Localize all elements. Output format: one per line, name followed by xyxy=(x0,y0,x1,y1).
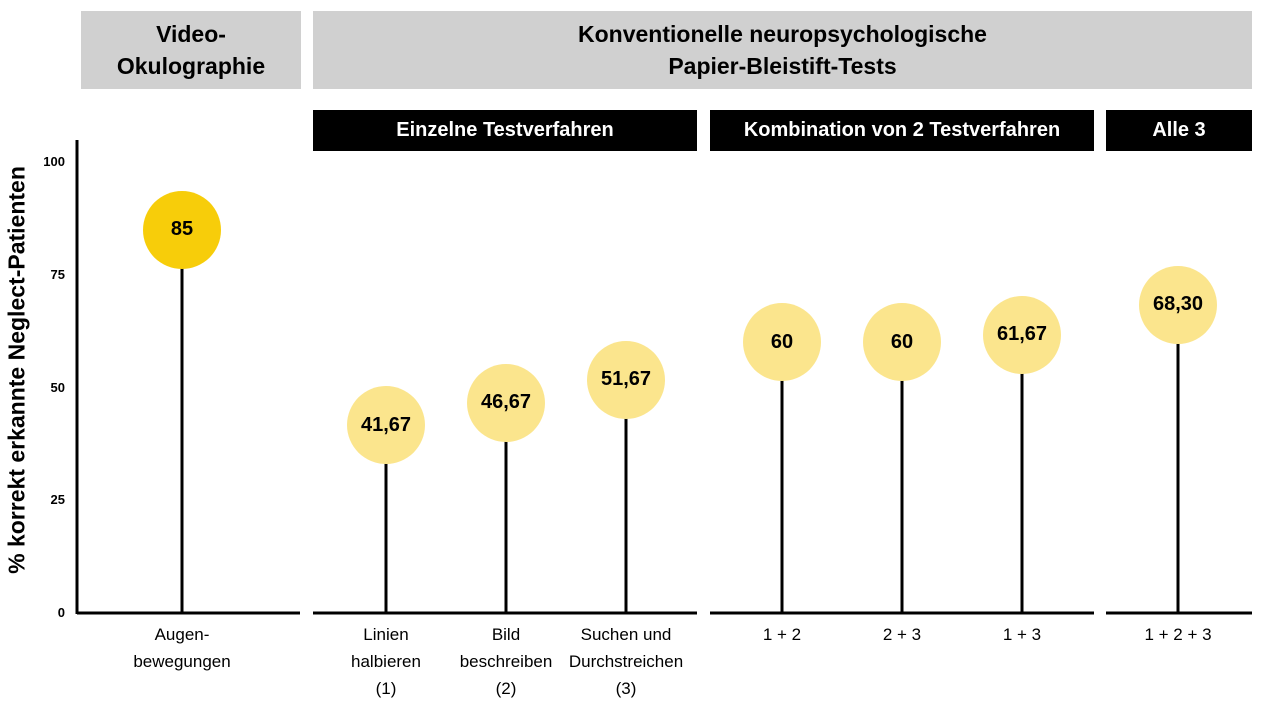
y-axis-label: % korrekt erkannte Neglect-Patienten xyxy=(3,166,30,574)
value-bubble: 60 xyxy=(743,303,821,382)
x-category-label: 1 + 2 + 3 xyxy=(1144,625,1212,644)
y-tick-label: 25 xyxy=(50,492,65,508)
x-category-label: 1 + 2 xyxy=(762,625,802,644)
x-category-label: Linien halbieren (1) xyxy=(351,625,421,698)
y-tick-label: 0 xyxy=(57,605,65,620)
x-category-label: Bild beschreiben (2) xyxy=(459,625,553,698)
x-category-label: 1 + 3 xyxy=(1002,625,1042,644)
group-all-three: Alle 3 xyxy=(1106,110,1252,151)
y-tick-label: 75 xyxy=(50,266,65,282)
y-tick-label: 50 xyxy=(50,379,65,395)
group-two-tests: Kombination von 2 Testverfahren xyxy=(710,110,1094,151)
value-bubble: 41,67 xyxy=(347,386,425,465)
x-category-label: Suchen und Durchstreichen (3) xyxy=(568,625,684,698)
value-bubble: 61,67 xyxy=(983,295,1061,374)
video-okulographie-header: Video- Okulographie xyxy=(81,11,301,89)
x-category-label: 2 + 3 xyxy=(882,625,922,644)
value-bubble: 85 xyxy=(143,190,221,269)
value-bubble: 51,67 xyxy=(587,340,665,419)
conventional-tests-header: Konventionelle neuropsychologische Papie… xyxy=(313,11,1252,89)
y-tick-label: 100 xyxy=(43,154,65,169)
value-bubble: 68,30 xyxy=(1139,265,1217,344)
value-bubble: 46,67 xyxy=(467,363,545,442)
group-single-tests: Einzelne Testverfahren xyxy=(313,110,697,151)
x-category-label: Augen- bewegungen xyxy=(133,625,231,671)
value-bubble: 60 xyxy=(863,303,941,382)
